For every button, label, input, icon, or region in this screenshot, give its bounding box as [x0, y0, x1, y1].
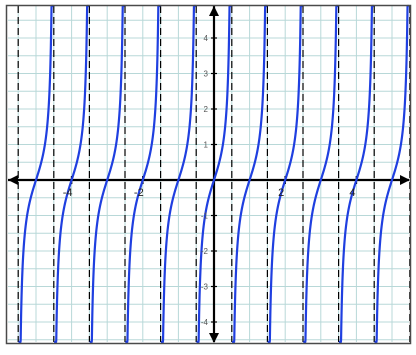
- x-axis-arrow-left: [8, 175, 18, 185]
- y-tick-label: -3: [201, 283, 209, 292]
- y-axis-arrow-down: [209, 333, 219, 343]
- tangent-branch-3: [124, 4, 162, 344]
- y-tick-label: -2: [201, 247, 209, 256]
- tangent-branch-8: [302, 4, 340, 344]
- tangent-branch-6: [231, 4, 268, 344]
- y-tick-label: 3: [204, 70, 209, 79]
- tangent-branch-4: [160, 4, 197, 344]
- tangent-branch-10: [373, 4, 410, 344]
- x-tick-label: 4: [349, 187, 355, 199]
- tangent-branch-9: [338, 4, 375, 344]
- y-tick-label: -4: [201, 318, 209, 327]
- x-tick-label: -2: [134, 187, 144, 199]
- tick-labels: -4 -2 2 4 4 3 2 1 -1 -2 -3 -4: [63, 34, 356, 327]
- tangent-branch-1: [53, 4, 90, 344]
- tangent-branch-0: [17, 4, 55, 344]
- y-tick-label: 2: [204, 105, 209, 114]
- x-axis-arrow-right: [400, 175, 410, 185]
- y-tick-label: 1: [204, 141, 209, 150]
- y-tick-label: -1: [201, 212, 209, 221]
- y-axis-arrow-up: [209, 6, 219, 16]
- plot-border: [5, 4, 412, 345]
- tangent-branch-7: [266, 4, 304, 344]
- y-tick-label: 4: [204, 34, 209, 43]
- tangent-branch-5: [195, 4, 233, 344]
- x-tick-label: -4: [63, 187, 73, 199]
- series-curves: [17, 4, 410, 344]
- x-tick-label: 2: [278, 187, 284, 199]
- tangent-branch-2: [88, 4, 126, 344]
